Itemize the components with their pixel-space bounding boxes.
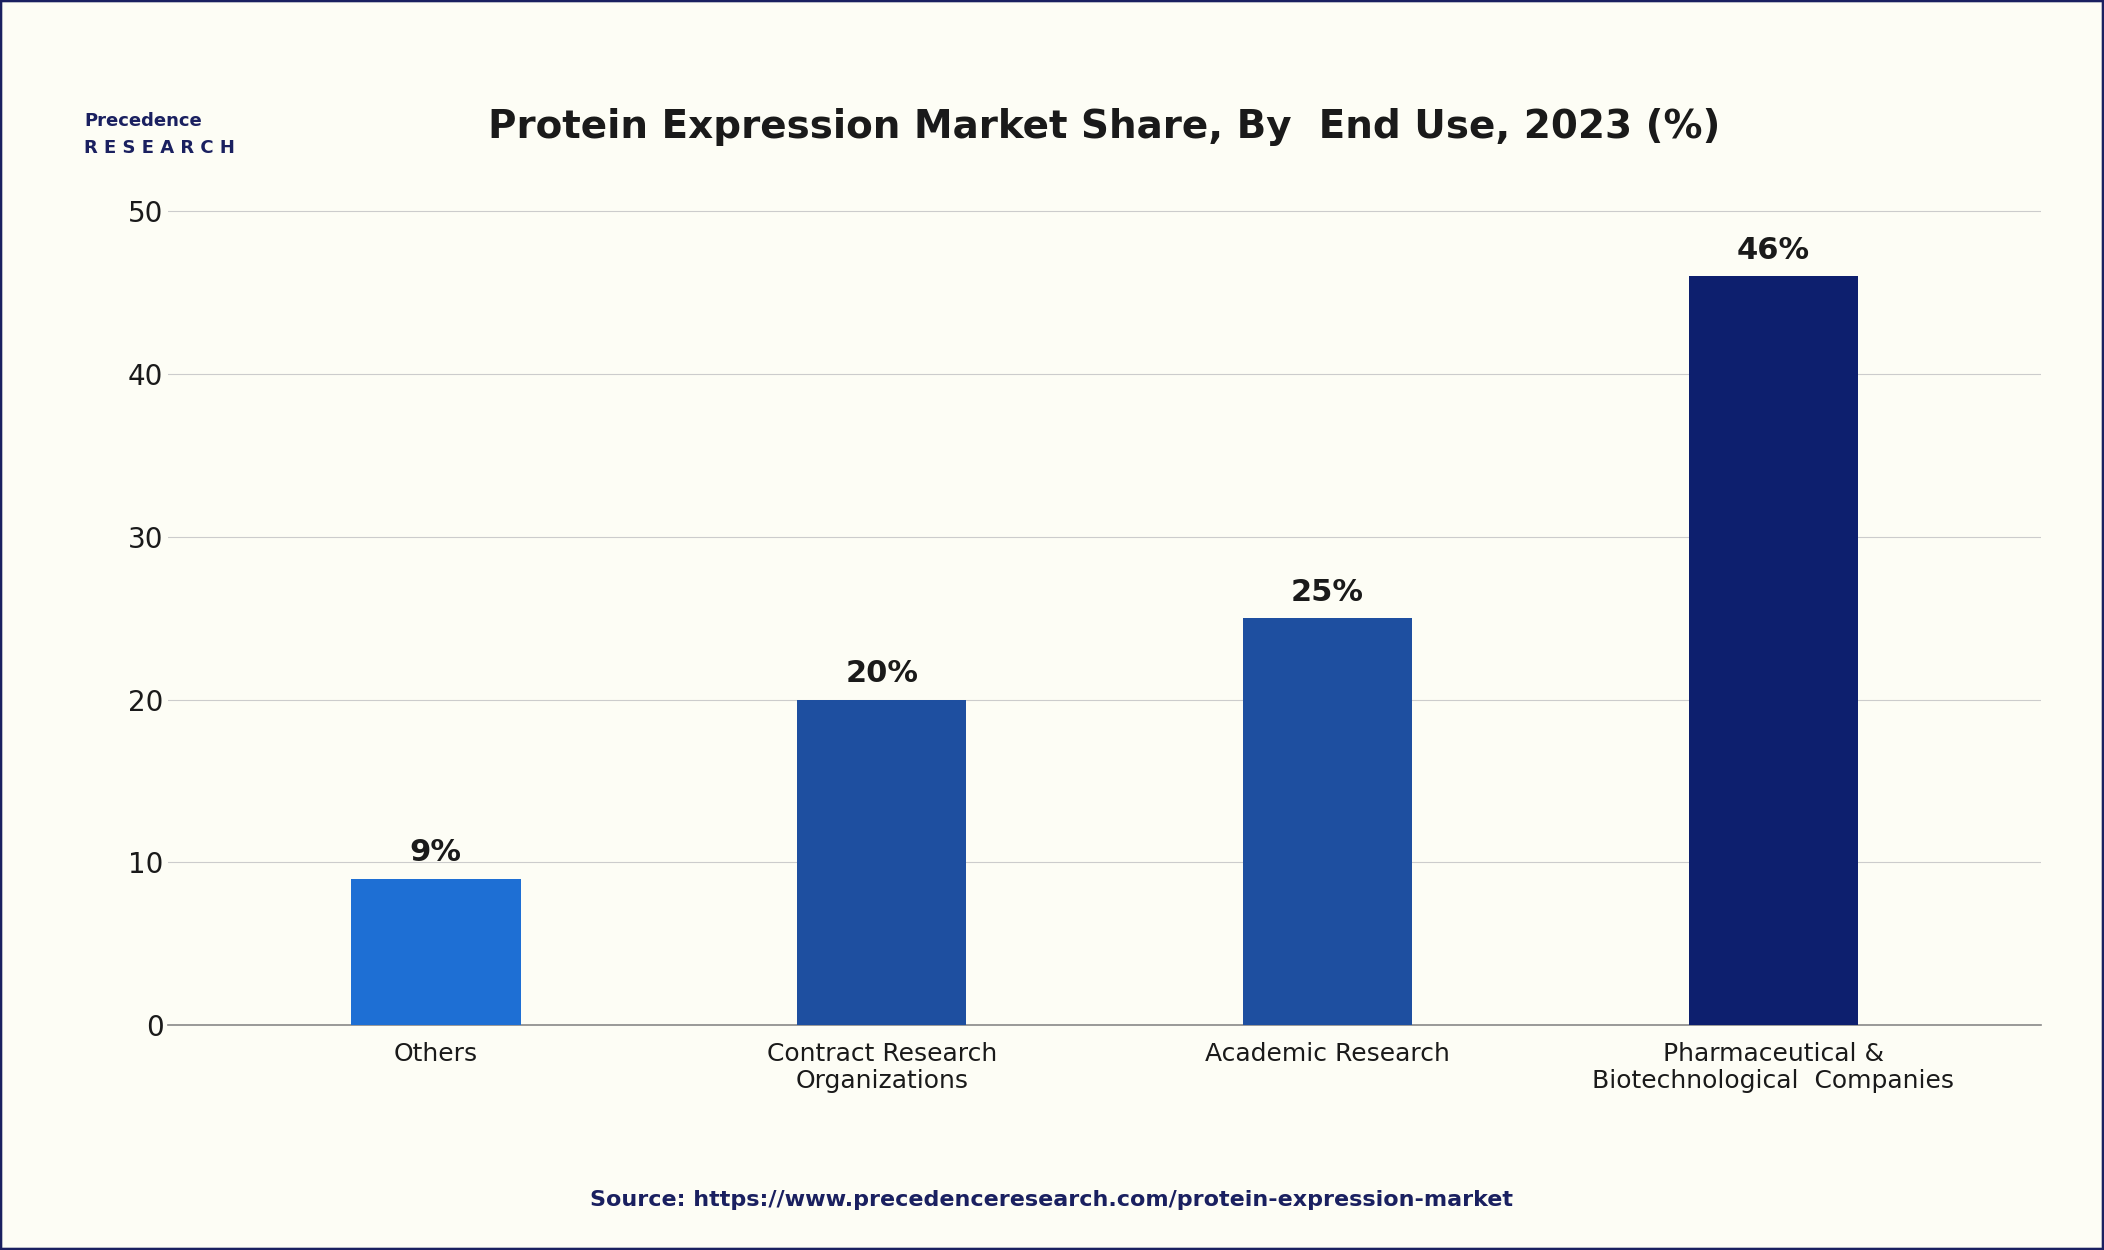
Text: 9%: 9% [410,839,463,867]
Text: 20%: 20% [846,659,917,689]
Text: 46%: 46% [1736,236,1809,265]
Bar [351,879,520,1025]
Title: Protein Expression Market Share, By  End Use, 2023 (%): Protein Expression Market Share, By End … [488,107,1721,145]
Text: 25%: 25% [1292,578,1363,606]
Bar [1243,619,1412,1025]
Bar [797,700,966,1025]
Text: Source: https://www.precedenceresearch.com/protein-expression-market: Source: https://www.precedenceresearch.c… [591,1190,1513,1210]
Text: Precedence
R E S E A R C H: Precedence R E S E A R C H [84,112,236,158]
Bar [1690,276,1858,1025]
